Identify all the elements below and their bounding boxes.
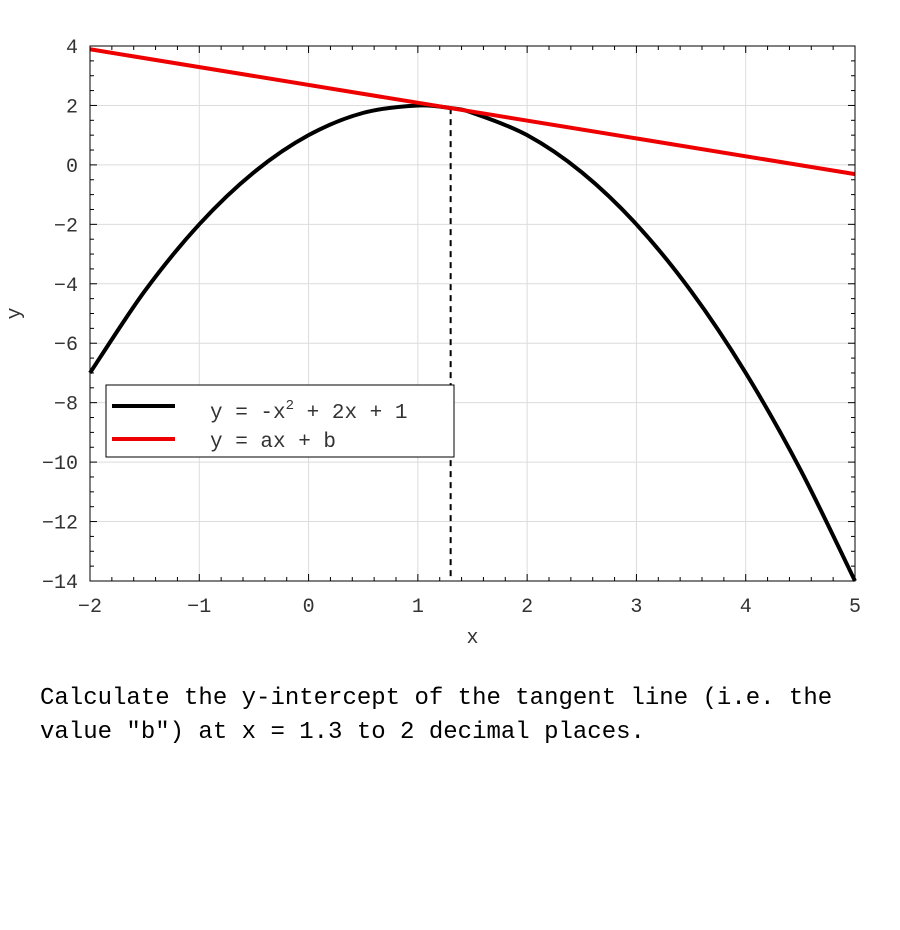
x-tick-label: −2 (78, 596, 102, 619)
x-tick-label: 1 (412, 596, 424, 619)
minor-ticks (89, 45, 856, 582)
x-tick-label: 0 (303, 596, 315, 619)
legend-label-parabola-base: y = -x (210, 402, 286, 425)
x-tick-label: −1 (187, 596, 211, 619)
legend-label-parabola: y = -x2 + 2x + 1 (210, 398, 407, 425)
y-axis-label: y (4, 307, 27, 319)
y-tick-label: −10 (42, 453, 78, 476)
y-tick-label: −4 (54, 275, 78, 298)
x-tick-label: 3 (630, 596, 642, 619)
plot-series (88, 47, 857, 582)
x-tick-label: 4 (740, 596, 752, 619)
y-tick-label: −14 (42, 572, 78, 595)
y-tick-label: 0 (66, 156, 78, 179)
y-tick-label: −8 (54, 394, 78, 417)
legend-label-parabola-exponent: 2 (286, 398, 294, 414)
y-tick-label: −12 (42, 513, 78, 536)
plot-frame (89, 45, 856, 582)
grid (89, 45, 856, 582)
y-tick-label: −6 (54, 334, 78, 357)
legend: y = -x2 + 2x + 1 y = ax + b (105, 384, 455, 458)
y-tick-label: −2 (54, 215, 78, 238)
question-text: Calculate the y-intercept of the tangent… (40, 685, 833, 746)
legend-box (105, 384, 455, 458)
x-axis-label: x (466, 627, 478, 650)
y-tick-label: 4 (66, 37, 78, 60)
x-tick-label: 5 (849, 596, 861, 619)
legend-label-parabola-rest: + 2x + 1 (294, 402, 407, 425)
x-tick-label: 2 (521, 596, 533, 619)
legend-label-tangent: y = ax + b (210, 431, 336, 454)
tangent-line (89, 47, 856, 177)
y-tick-label: 2 (66, 96, 78, 119)
